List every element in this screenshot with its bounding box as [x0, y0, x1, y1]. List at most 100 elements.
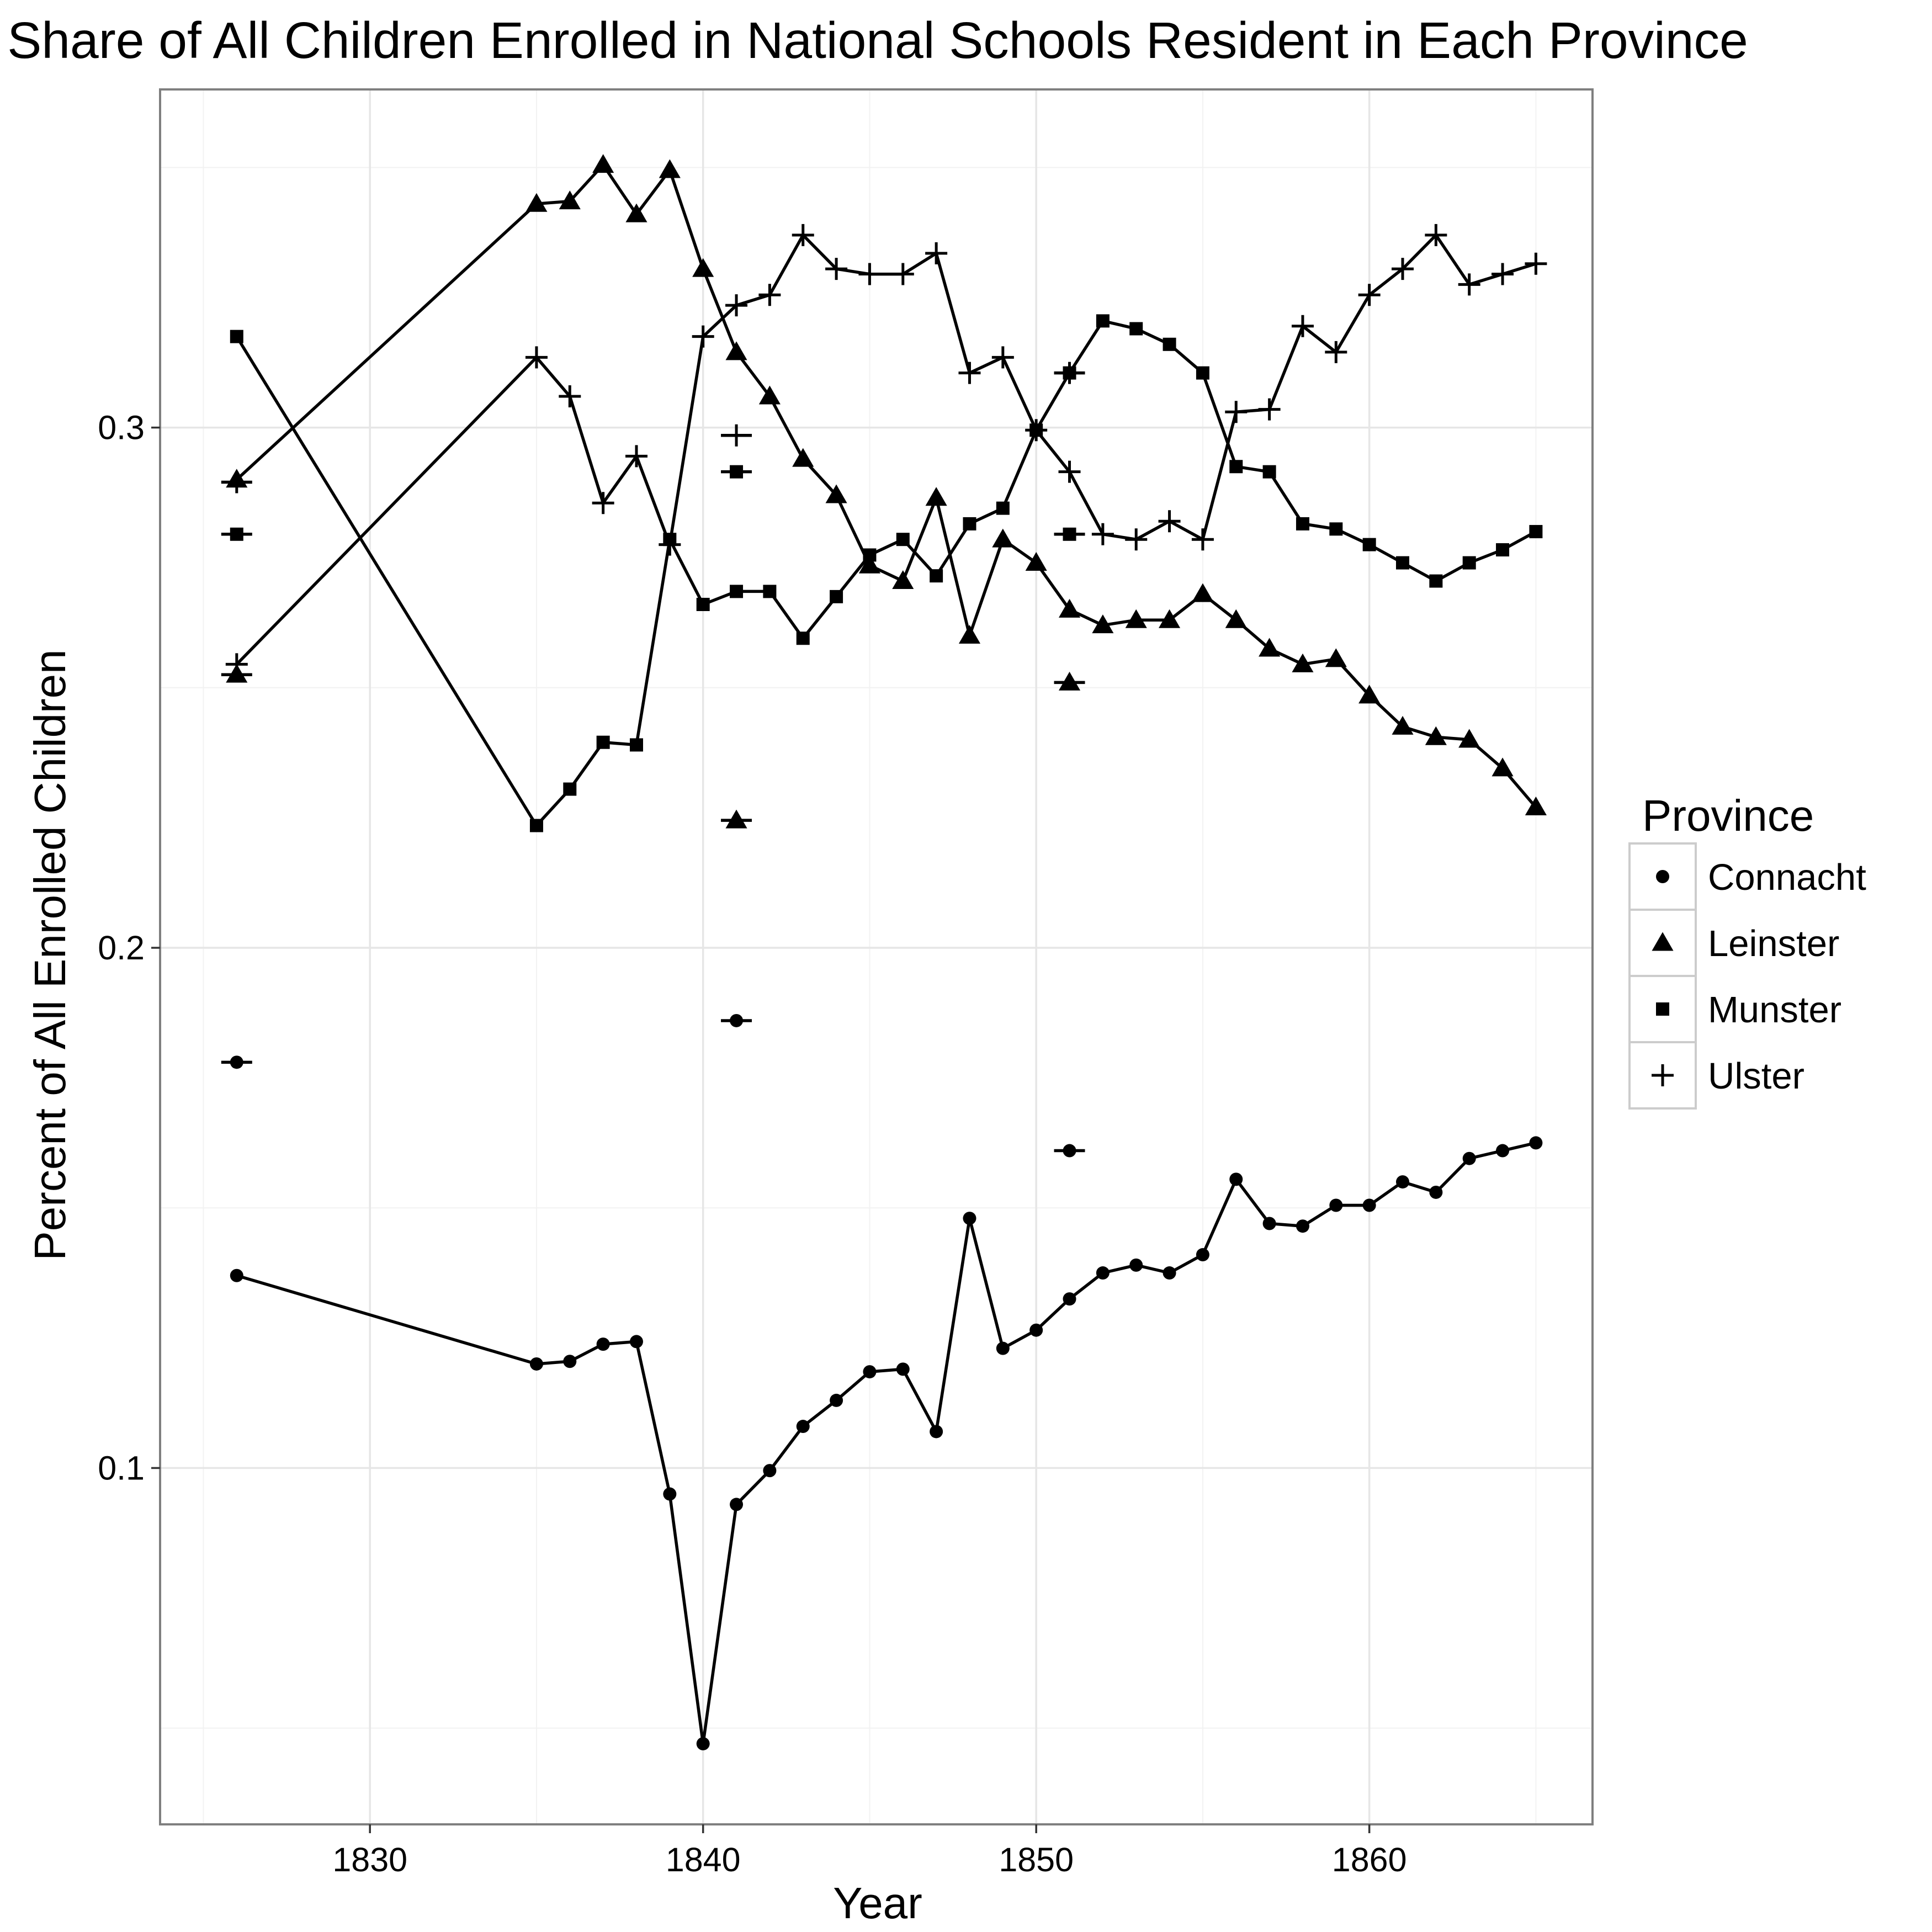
- data-point-munster: [1262, 465, 1276, 479]
- data-point-leinster: [1358, 684, 1381, 704]
- data-point-leinster: [625, 203, 647, 222]
- data-point-ulster: [1258, 398, 1281, 421]
- data-point-ulster: [625, 445, 647, 468]
- data-point-connacht: [1429, 1185, 1443, 1199]
- data-point-connacht: [230, 1268, 243, 1282]
- data-point-munster: [1196, 366, 1209, 380]
- data-point-connacht: [796, 1420, 810, 1434]
- data-point-munster: [796, 631, 810, 645]
- data-point-leinster: [1225, 609, 1247, 628]
- data-point-munster: [1496, 543, 1510, 557]
- data-point-connacht: [863, 1365, 877, 1379]
- data-point-munster: [896, 533, 910, 546]
- data-point-munster: [1362, 538, 1376, 551]
- data-point-leinster: [692, 258, 714, 277]
- data-point-leinster: [1392, 715, 1414, 735]
- data-point-munster: [1396, 556, 1410, 570]
- data-point-ulster: [559, 385, 581, 408]
- data-point-ulster: [1291, 315, 1314, 337]
- data-point-connacht: [996, 1341, 1010, 1355]
- data-point-ulster: [1225, 401, 1248, 423]
- legend-key-ulster: [1628, 1041, 1697, 1110]
- panel-border: [159, 88, 1594, 1825]
- chart-title: Share of All Children Enrolled in Nation…: [7, 12, 1748, 69]
- y-axis: 0.1 0.2 0.3: [98, 409, 160, 1487]
- data-point-connacht: [963, 1212, 976, 1225]
- data-point-connacht: [1096, 1266, 1110, 1280]
- data-point-leinster: [1458, 729, 1480, 748]
- data-point-connacht: [1362, 1198, 1376, 1212]
- data-point-leinster: [1092, 614, 1114, 634]
- data-point-munster: [1296, 517, 1309, 530]
- legend-marker-ulster: [1652, 1064, 1674, 1086]
- data-point-ulster: [1125, 528, 1148, 551]
- data-point-connacht: [1029, 1323, 1043, 1337]
- data-point-leinster: [858, 554, 880, 574]
- data-point-munster: [1129, 322, 1143, 336]
- legend-title: Province: [1642, 791, 1814, 840]
- data-point-connacht: [696, 1737, 710, 1750]
- data-point-ulster: [1058, 460, 1081, 483]
- data-point-munster: [563, 782, 577, 796]
- data-point-ulster: [725, 294, 748, 317]
- data-point-ulster: [592, 492, 614, 514]
- data-point-connacht: [1063, 1292, 1076, 1306]
- data-point-ulster: [1325, 341, 1347, 363]
- data-point-connacht: [1396, 1175, 1410, 1189]
- data-point-leinster: [592, 154, 614, 173]
- data-point-ulster: [1091, 523, 1114, 545]
- data-point-connacht: [1496, 1144, 1510, 1158]
- standalone-point-ulster: [225, 471, 248, 493]
- standalone-point-connacht: [1063, 1144, 1076, 1158]
- data-point-munster: [230, 330, 243, 343]
- data-point-connacht: [1329, 1198, 1343, 1212]
- legend-label-leinster: Leinster: [1708, 923, 1839, 964]
- standalone-point-munster: [230, 527, 243, 541]
- data-point-connacht: [1229, 1172, 1243, 1186]
- data-point-ulster: [1158, 510, 1181, 533]
- data-point-munster: [763, 585, 777, 598]
- legend-marker-leinster: [1652, 932, 1674, 951]
- legend: Province Connacht Leinster Munster Ulster: [1628, 791, 1866, 1110]
- x-tick-label: 1850: [999, 1841, 1074, 1878]
- data-point-leinster: [559, 190, 581, 210]
- data-point-leinster: [526, 193, 548, 212]
- data-point-leinster: [892, 570, 914, 590]
- legend-label-munster: Munster: [1708, 989, 1841, 1031]
- data-point-ulster: [659, 533, 681, 556]
- data-point-connacht: [830, 1393, 843, 1407]
- data-point-connacht: [596, 1337, 610, 1351]
- data-point-leinster: [1259, 638, 1281, 657]
- legend-keys: Connacht Leinster Munster Ulster: [1628, 842, 1866, 1110]
- data-point-munster: [963, 517, 976, 530]
- y-tick-label: 0.1: [98, 1449, 145, 1487]
- data-point-munster: [1229, 460, 1243, 474]
- data-point-ulster: [891, 263, 914, 285]
- data-point-leinster: [1125, 609, 1147, 628]
- data-point-ulster: [1458, 273, 1480, 296]
- data-point-munster: [529, 819, 543, 832]
- data-point-leinster: [825, 484, 847, 503]
- data-point-connacht: [930, 1425, 943, 1439]
- data-point-ulster: [758, 284, 781, 306]
- data-point-ulster: [1425, 224, 1447, 246]
- data-point-munster: [1096, 314, 1110, 328]
- data-point-munster: [996, 501, 1010, 515]
- data-point-ulster: [858, 263, 881, 285]
- standalone-point-munster: [730, 465, 744, 479]
- data-point-ulster: [1492, 263, 1514, 285]
- x-axis: 1830 1840 1850 1860: [332, 1824, 1407, 1878]
- data-point-connacht: [763, 1464, 777, 1478]
- x-tick-label: 1830: [332, 1841, 407, 1878]
- data-point-ulster: [692, 325, 714, 348]
- data-point-leinster: [1058, 598, 1081, 618]
- data-point-connacht: [1196, 1248, 1209, 1262]
- data-point-leinster: [1159, 609, 1181, 628]
- data-point-leinster: [758, 385, 781, 405]
- data-point-munster: [830, 590, 843, 603]
- data-point-connacht: [529, 1357, 543, 1371]
- data-point-munster: [696, 598, 710, 612]
- data-point-connacht: [629, 1335, 643, 1349]
- legend-label-ulster: Ulster: [1708, 1055, 1804, 1097]
